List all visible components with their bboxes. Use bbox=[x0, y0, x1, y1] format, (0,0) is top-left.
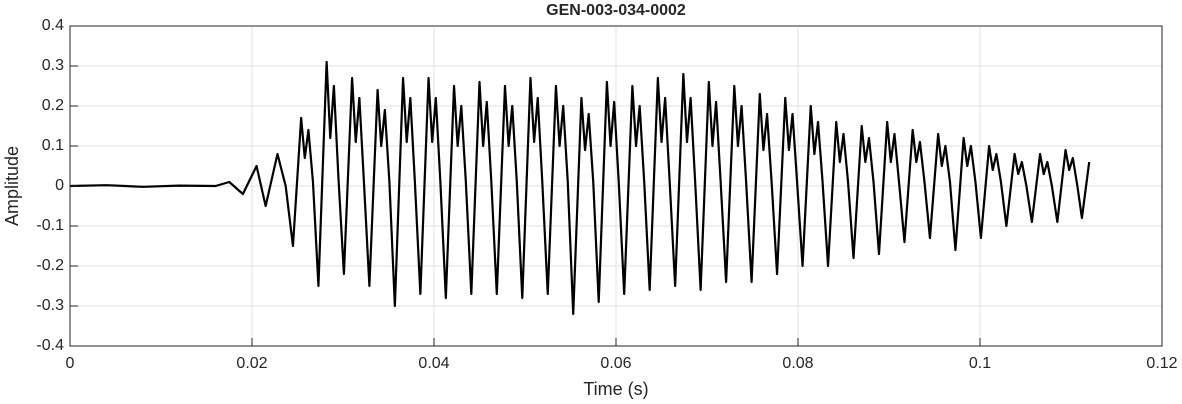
x-tick-label: 0.1 bbox=[969, 355, 991, 372]
y-axis-label: Amplitude bbox=[2, 146, 22, 226]
x-axis-label: Time (s) bbox=[583, 379, 648, 399]
y-tick-label: 0.2 bbox=[42, 97, 64, 114]
x-tick-label: 0.04 bbox=[418, 355, 449, 372]
y-tick-label: 0.3 bbox=[42, 57, 64, 74]
x-tick-label: 0.08 bbox=[782, 355, 813, 372]
x-tick-label: 0.12 bbox=[1146, 355, 1177, 372]
y-tick-label: -0.3 bbox=[36, 297, 64, 314]
x-tick-label: 0 bbox=[66, 355, 75, 372]
y-tick-label: 0.1 bbox=[42, 137, 64, 154]
y-tick-label: -0.1 bbox=[36, 217, 64, 234]
y-tick-label: 0.4 bbox=[42, 17, 64, 34]
y-tick-label: -0.2 bbox=[36, 257, 64, 274]
chart-title: GEN-003-034-0002 bbox=[546, 2, 686, 19]
waveform-line bbox=[69, 60, 1091, 316]
y-tick-label: -0.4 bbox=[36, 337, 64, 354]
y-tick-label: 0 bbox=[55, 177, 64, 194]
x-tick-label: 0.02 bbox=[236, 355, 267, 372]
x-tick-label: 0.06 bbox=[600, 355, 631, 372]
plot-area bbox=[69, 60, 1091, 316]
